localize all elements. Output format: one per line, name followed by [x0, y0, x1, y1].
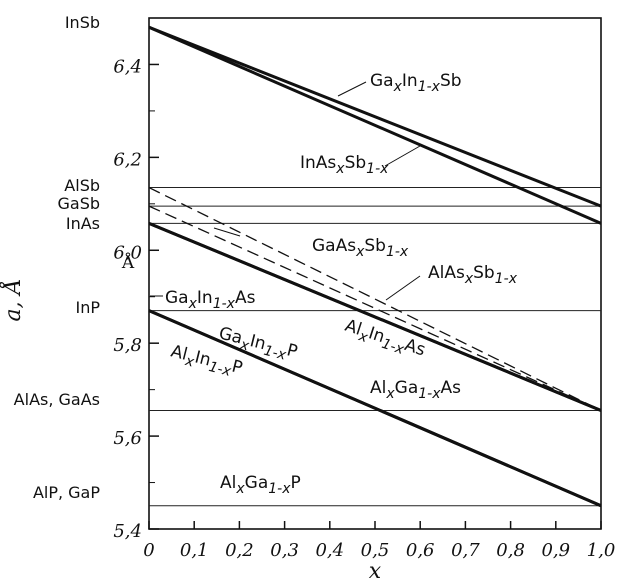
series-line: [148, 186, 602, 412]
reference-level-label: GaSb: [57, 194, 100, 213]
curve-annotation: AlxIn1-xP: [168, 341, 245, 382]
curve-annotation: AlxGa1-xAs: [370, 378, 461, 402]
reference-levels: [149, 187, 601, 507]
curve-annotation: GaxIn1-xAs: [165, 288, 256, 312]
leader-lines: [150, 81, 421, 301]
x-tick-label: 0,6: [406, 540, 435, 561]
x-tick-label: 0,5: [361, 540, 390, 561]
x-tick-label: 0: [143, 540, 154, 561]
y-tick-label: 5,4: [113, 521, 142, 542]
reference-level-label: AlP, GaP: [33, 483, 100, 502]
leader-line: [213, 227, 241, 237]
x-tick-label: 0,2: [225, 540, 254, 561]
series-line: [148, 25, 602, 225]
curve-annotation: GaxIn1-xSb: [370, 71, 462, 95]
x-tick-label: 1,0: [587, 540, 616, 561]
x-tick-label: 0,7: [451, 540, 480, 561]
x-tick-label: 0,1: [180, 540, 209, 561]
leader-line: [384, 145, 421, 167]
curve-annotation: AlxIn1-xAs: [341, 316, 428, 365]
x-axis-ticks: 0 0,1 0,2 0,3 0,4 0,5 0,6 0,7 0,8 0,9 1,0: [143, 521, 615, 561]
x-tick-label: 0,9: [541, 540, 570, 561]
y-tick-label: 5,6: [113, 428, 142, 449]
reference-level-label: AlAs, GaAs: [14, 390, 100, 409]
reference-level-label: InP: [75, 298, 100, 317]
reference-level-label: InSb: [65, 13, 100, 32]
plot-frame: [148, 17, 602, 530]
curve-annotation: InAsxSb1-x: [300, 153, 389, 177]
curve-annotation: GaxIn1-xP: [216, 323, 300, 366]
curve-annotation: GaAsxSb1-x: [312, 236, 409, 260]
curve-annotations: GaxIn1-xSb InAsxSb1-x GaAsxSb1-x AlAsxSb1-x…: [165, 71, 518, 497]
series-line: [148, 205, 602, 412]
y-tick-label: 5,8: [113, 335, 142, 356]
reference-level-label: InAs: [66, 214, 100, 233]
curve-annotation: AlxGa1-xP: [220, 473, 301, 497]
leader-line: [337, 81, 367, 97]
series-line: [148, 221, 602, 412]
series-line: [148, 25, 602, 208]
leader-line: [385, 275, 421, 301]
x-axis-label: x: [369, 559, 382, 583]
x-tick-label: 0,8: [496, 540, 525, 561]
y-tick-label: 6,2: [113, 149, 142, 170]
series-lines: [148, 25, 602, 508]
y-axis-unit: Å: [121, 252, 135, 273]
y-tick-label: 6,4: [113, 56, 142, 77]
x-tick-label: 0,4: [315, 540, 344, 561]
curve-annotation: AlAsxSb1-x: [428, 263, 518, 287]
y-axis-ticks: 5,4 5,6 5,8 6,0 6,2 6,4: [113, 56, 159, 542]
series-line: [148, 309, 602, 508]
reference-level-label: AlSb: [64, 176, 100, 195]
y-axis-label: a, Å: [0, 279, 26, 322]
y-tick-label: 6,0: [113, 242, 142, 263]
x-tick-label: 0,3: [270, 540, 299, 561]
